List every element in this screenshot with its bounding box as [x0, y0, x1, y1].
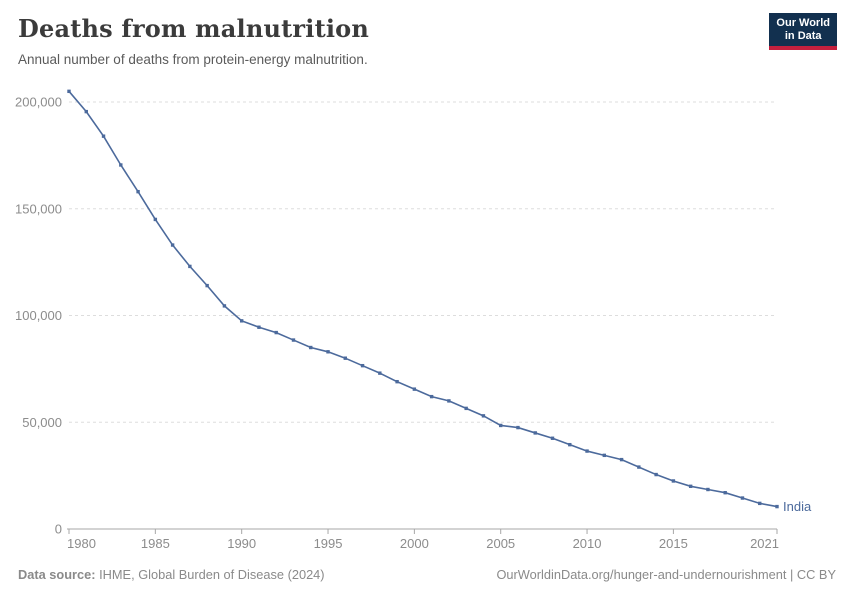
x-tick-label: 1980	[67, 536, 96, 551]
data-point-2003[interactable]	[464, 406, 468, 411]
data-point-2007[interactable]	[533, 431, 537, 435]
line-chart-plot[interactable]: 0 50,000 100,000 150,000 200,000 1980 1985 1990…	[0, 0, 850, 560]
data-point-2005[interactable]	[499, 423, 503, 428]
data-source-label: Data source:	[18, 567, 96, 582]
x-tick-label: 2021	[750, 536, 779, 551]
y-tick-label: 50,000	[22, 415, 62, 430]
data-point-2017[interactable]	[706, 487, 710, 492]
data-point-2019[interactable]	[740, 496, 745, 500]
owid-logo-line1: Our World	[776, 17, 830, 29]
x-tick-label: 1990	[227, 536, 256, 551]
x-tick-label: 2000	[400, 536, 429, 551]
data-point-1995[interactable]	[326, 350, 330, 354]
x-tick-label: 1995	[314, 536, 343, 551]
data-point-2013[interactable]	[637, 465, 641, 469]
data-point-1980[interactable]	[67, 89, 71, 94]
x-tick-label: 2010	[573, 536, 602, 551]
chart-footer: Data source: IHME, Global Burden of Dise…	[18, 567, 836, 582]
data-point-2010[interactable]	[585, 449, 589, 453]
data-point-1984[interactable]	[136, 189, 140, 194]
data-point-1981[interactable]	[84, 109, 88, 114]
data-point-2020[interactable]	[758, 501, 762, 506]
chart-title: Deaths from malnutrition	[18, 14, 370, 43]
y-tick-label: 200,000	[15, 95, 62, 110]
series-end-label[interactable]: India	[783, 499, 812, 514]
data-point-2015[interactable]	[671, 479, 676, 483]
data-point-1993[interactable]	[291, 338, 296, 342]
x-tick-label: 2005	[486, 536, 515, 551]
y-tick-label: 100,000	[15, 308, 62, 323]
data-point-1989[interactable]	[222, 304, 227, 308]
data-point-2012[interactable]	[619, 457, 624, 462]
series-line-india[interactable]	[68, 90, 778, 508]
data-point-1987[interactable]	[188, 264, 192, 269]
data-point-1992[interactable]	[274, 330, 278, 335]
data-point-1985[interactable]	[153, 217, 158, 222]
x-tick-label: 1985	[141, 536, 170, 551]
data-point-1991[interactable]	[257, 325, 261, 329]
data-source: Data source: IHME, Global Burden of Dise…	[18, 567, 325, 582]
data-point-2001[interactable]	[429, 394, 434, 399]
data-point-2014[interactable]	[654, 472, 658, 477]
credit-link: OurWorldinData.org/hunger-and-undernouri…	[496, 567, 836, 582]
chart-header: Deaths from malnutrition Annual number o…	[18, 14, 369, 67]
data-point-1994[interactable]	[309, 345, 313, 350]
data-point-2008[interactable]	[550, 436, 555, 440]
data-point-2000[interactable]	[412, 387, 417, 391]
data-point-1996[interactable]	[343, 356, 347, 360]
data-point-2009[interactable]	[568, 442, 572, 447]
data-point-2002[interactable]	[447, 399, 451, 403]
data-point-2021[interactable]	[775, 504, 779, 509]
data-point-1998[interactable]	[378, 371, 382, 375]
data-point-2006[interactable]	[516, 425, 520, 430]
y-tick-label: 0	[55, 522, 62, 537]
data-point-2004[interactable]	[481, 414, 486, 418]
data-point-1999[interactable]	[395, 379, 399, 384]
owid-logo[interactable]: Our World in Data	[769, 13, 837, 50]
data-point-2018[interactable]	[723, 491, 727, 495]
chart-subtitle: Annual number of deaths from protein-ene…	[18, 52, 368, 67]
data-point-1982[interactable]	[101, 134, 106, 138]
data-point-1983[interactable]	[119, 163, 123, 167]
data-point-1986[interactable]	[170, 243, 175, 247]
data-source-text: IHME, Global Burden of Disease (2024)	[95, 567, 325, 582]
data-point-2011[interactable]	[602, 453, 607, 458]
x-tick-label: 2015	[659, 536, 688, 551]
data-point-1990[interactable]	[239, 319, 244, 323]
y-tick-label: 150,000	[15, 201, 62, 216]
data-point-1988[interactable]	[205, 283, 209, 288]
data-point-1997[interactable]	[360, 363, 365, 368]
owid-logo-line2: in Data	[784, 30, 822, 42]
data-point-2016[interactable]	[688, 484, 693, 488]
